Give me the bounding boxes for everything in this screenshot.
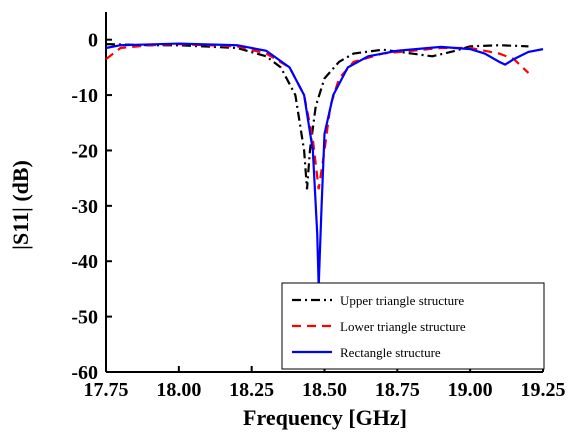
legend-label: Lower triangle structure [340,319,466,334]
legend-label: Upper triangle structure [340,293,464,308]
y-tick-label: -50 [71,307,98,329]
x-tick-label: 18.50 [302,379,347,401]
y-tick-label: -60 [71,362,98,384]
y-axis-title: |S11| (dB) [8,160,33,250]
x-tick-label: 18.25 [229,379,274,401]
y-tick-label: -20 [71,140,98,162]
x-tick-label: 18.00 [156,379,201,401]
series-line [105,43,529,190]
series-line [105,43,530,190]
y-tick-label: -30 [71,196,98,218]
legend-label: Rectangle structure [340,345,441,360]
y-tick-label: -10 [71,85,98,107]
x-tick-label: 17.75 [84,379,129,401]
x-tick-label: 18.75 [375,379,420,401]
x-tick-label: 19.25 [521,379,566,401]
x-axis-title: Frequency [GHz] [243,405,407,430]
y-tick-label: 0 [88,30,98,52]
series-line [105,42,544,287]
x-tick-label: 19.00 [448,379,493,401]
y-tick-label: -40 [71,251,98,273]
